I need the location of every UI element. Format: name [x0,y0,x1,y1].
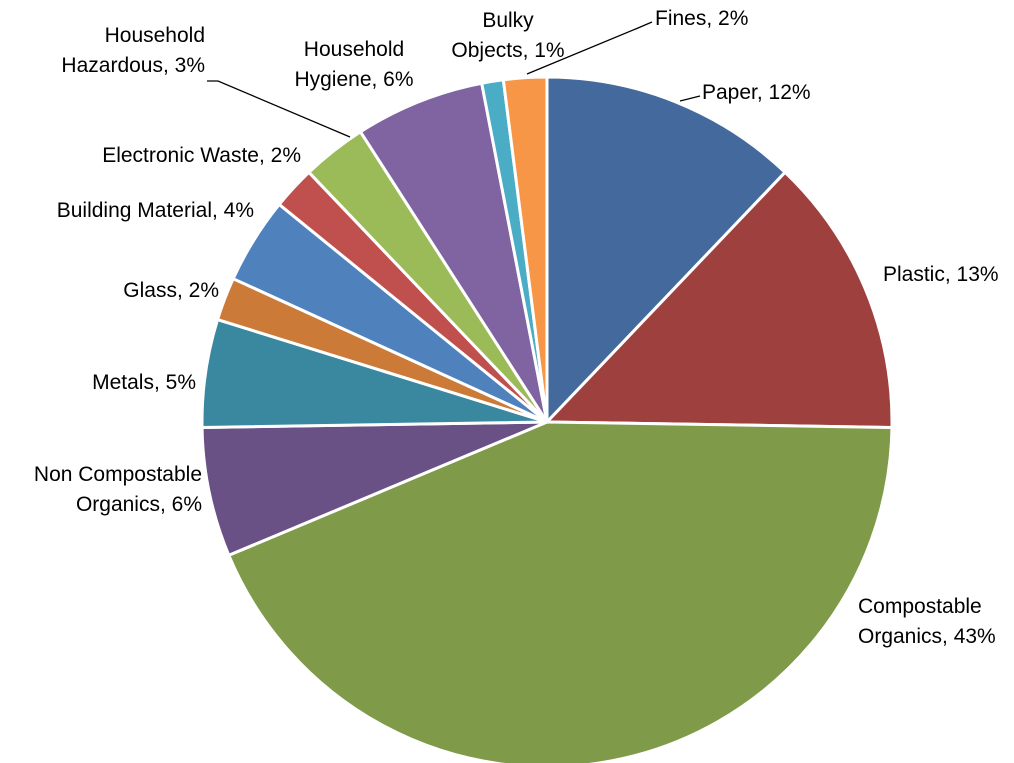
data-label-household-hygiene: Household Hygiene, 6% [294,38,413,91]
pie-slice-compostable-organics [227,420,894,763]
data-label-bulky-objects: Bulky Objects, 1% [451,9,564,62]
data-label-building-material: Building Material, 4% [57,199,254,222]
data-label-fines: Fines, 2% [655,7,748,30]
pie-slice-plastic [545,170,894,429]
data-label-electronic-waste: Electronic Waste, 2% [102,144,301,167]
pie-slice-non-compostable-organics [200,420,549,557]
data-label-glass: Glass, 2% [123,279,219,302]
data-label-paper: Paper, 12% [702,81,811,104]
leader-line-household-hazardous [207,80,351,138]
leader-line-fines [526,21,653,75]
pie-slice-paper [545,75,787,424]
data-label-household-hazardous: Household Hazardous, 3% [61,24,205,77]
pie-slice-household-hygiene [358,81,549,424]
slice-labels: Paper, 12% Plastic, 13% Compostable Organic… [34,7,999,648]
label-leader-lines [207,21,701,138]
leader-line-paper [679,95,701,102]
pie-slices [200,75,894,763]
data-label-metals: Metals, 5% [92,371,196,394]
pie-slice-fines [501,75,549,424]
data-label-plastic: Plastic, 13% [883,263,999,286]
data-label-non-compostable-organics: Non Compostable Organics, 6% [34,463,202,516]
data-label-compostable-organics: Compostable Organics, 43% [858,595,996,648]
